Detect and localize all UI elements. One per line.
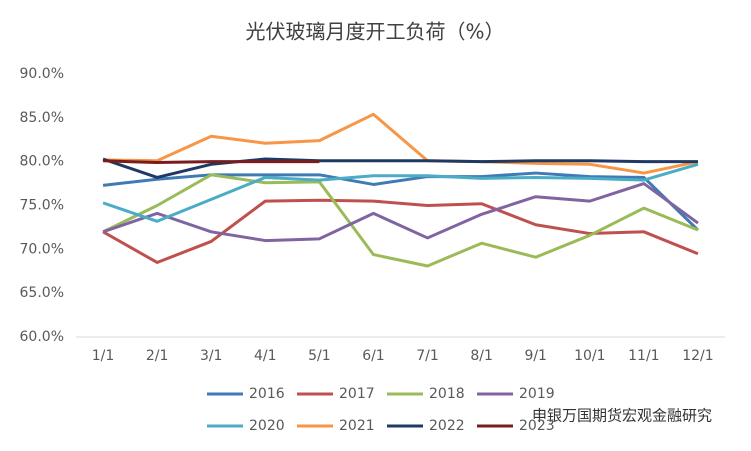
y-tick-label: 70.0% <box>20 241 64 257</box>
series-line <box>102 162 699 223</box>
x-tick-label: 3/1 <box>200 348 223 364</box>
x-tick-label: 11/1 <box>628 348 659 364</box>
x-tick-label: 7/1 <box>416 348 439 364</box>
series-line <box>102 157 698 179</box>
x-tick-label: 12/1 <box>682 348 713 364</box>
y-tick-label: 90.0% <box>20 66 64 82</box>
series-line <box>102 182 699 243</box>
y-tick-label: 65.0% <box>20 285 64 301</box>
series-line <box>102 198 699 264</box>
chart-title: 光伏玻璃月度开工负荷（%） <box>245 20 504 44</box>
legend-label: 2019 <box>519 386 555 402</box>
y-tick-label: 85.0% <box>20 110 64 126</box>
x-tick-label: 1/1 <box>92 348 115 364</box>
legend-label: 2016 <box>249 386 285 402</box>
series-line <box>102 171 700 232</box>
legend-label: 2017 <box>339 386 375 402</box>
x-tick-label: 5/1 <box>308 348 331 364</box>
legend-label: 2020 <box>249 418 285 434</box>
x-tick-label: 10/1 <box>574 348 605 364</box>
watermark: 申银万国期货宏观金融研究 <box>532 407 712 425</box>
x-tick-label: 6/1 <box>362 348 385 364</box>
legend-label: 2021 <box>339 418 375 434</box>
x-tick-label: 4/1 <box>254 348 277 364</box>
legend-label: 2022 <box>429 418 465 434</box>
legend-label: 2018 <box>429 386 465 402</box>
legend-label: 2023 <box>519 418 555 434</box>
series-line <box>102 173 699 268</box>
x-tick-label: 9/1 <box>524 348 547 364</box>
x-tick-label: 2/1 <box>146 348 169 364</box>
series-line <box>103 112 699 175</box>
x-tick-label: 8/1 <box>470 348 493 364</box>
y-tick-label: 80.0% <box>20 154 64 170</box>
y-tick-label: 75.0% <box>20 198 64 214</box>
series-line <box>102 159 320 165</box>
y-tick-label: 60.0% <box>20 329 64 345</box>
